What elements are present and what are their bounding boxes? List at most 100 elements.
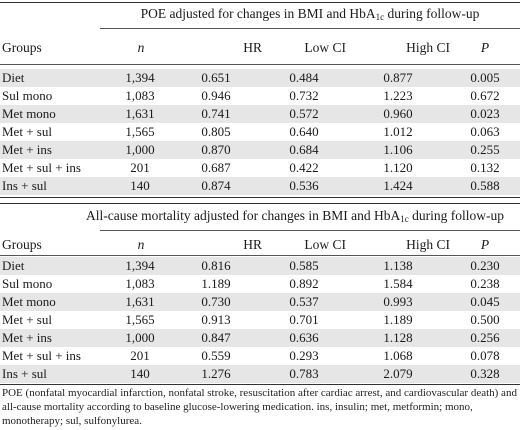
cell-high-ci: 1.068 [383,348,413,363]
cell-high-ci: 1.012 [383,124,413,139]
cell-groups: Sul mono [2,276,53,291]
cell-p: 0.500 [470,312,500,327]
section-1-header-low-ci: Low CI [304,40,346,55]
cell-hr: 0.730 [170,293,262,311]
cell-hr: 0.559 [201,348,231,363]
table-row: Met + ins 1,000 0.870 0.684 1.106 0.255 [0,141,520,159]
cell-n: 1,000 [110,329,170,347]
table-row: Diet 1,394 0.651 0.484 0.877 0.005 [0,69,520,87]
section-2-header-groups: Groups [2,237,42,252]
cell-hr: 0.870 [170,141,262,159]
cell-high-ci: 1.584 [383,276,413,291]
section-2-caption: All-cause mortality adjusted for changes… [86,208,504,224]
cell-groups: Met mono [0,293,110,311]
cell-low-ci: 0.293 [289,348,319,363]
table-row: Met + sul 1,565 0.913 0.701 1.189 0.500 [0,311,520,329]
cell-n: 1,083 [125,88,155,103]
cell-hr: 1.276 [170,365,262,383]
cell-n: 1,000 [110,141,170,159]
cell-hr: 0.847 [170,329,262,347]
section-1-header-p: P [480,40,490,55]
table-row: Diet 1,394 0.816 0.585 1.138 0.230 [0,257,520,275]
cell-p: 0.045 [450,293,520,311]
cell-p: 0.230 [450,257,520,275]
cell-hr: 1.189 [201,276,231,291]
table-footnote: POE (nonfatal myocardial infarction, non… [2,387,517,427]
cell-p: 0.588 [450,177,520,195]
cell-high-ci: 1.189 [383,312,413,327]
cell-hr: 0.805 [201,124,231,139]
cell-low-ci: 0.422 [289,160,319,175]
cell-high-ci: 1.424 [346,177,450,195]
cell-n: 140 [110,365,170,383]
cell-low-ci: 0.684 [262,141,346,159]
cell-hr: 0.741 [170,105,262,123]
section-1-header-rule [0,64,520,65]
table-row: Ins + sul 140 1.276 0.783 2.079 0.328 [0,365,520,383]
section-2-header-high-ci: High CI [406,237,450,252]
section-1-table: Diet 1,394 0.651 0.484 0.877 0.005 Sul mono 1,0… [0,69,520,195]
section-1-header-groups: Groups [2,40,42,55]
cell-high-ci: 1.138 [346,257,450,275]
section-2-table: Diet 1,394 0.816 0.585 1.138 0.230 Sul mono 1,0… [0,257,520,383]
section-1-header-high-ci: High CI [406,40,450,55]
cell-p: 0.078 [470,348,500,363]
cell-hr: 0.946 [201,88,231,103]
cell-groups: Diet [0,69,110,87]
cell-high-ci: 1.106 [346,141,450,159]
cell-low-ci: 0.572 [262,105,346,123]
cell-hr: 0.687 [201,160,231,175]
table-row: Sul mono 1,083 0.946 0.732 1.223 0.672 [0,87,520,105]
cell-p: 0.238 [470,276,500,291]
cell-high-ci: 0.993 [346,293,450,311]
table-row: Met + ins 1,000 0.847 0.636 1.128 0.256 [0,329,520,347]
cell-n: 140 [110,177,170,195]
cell-p: 0.132 [470,160,500,175]
cell-groups: Met + ins [0,141,110,159]
cell-p: 0.005 [450,69,520,87]
table-row: Met mono 1,631 0.730 0.537 0.993 0.045 [0,293,520,311]
section-1-caption: POE adjusted for changes in BMI and HbA1… [140,6,480,22]
top-rule [0,2,520,3]
section-2-top-rule [0,203,520,204]
cell-p: 0.023 [450,105,520,123]
cell-n: 1,631 [110,105,170,123]
section-1-bottom-rule [0,197,520,198]
cell-groups: Met + sul + ins [2,160,81,175]
cell-groups: Ins + sul [0,365,110,383]
table-row: Met + sul 1,565 0.805 0.640 1.012 0.063 [0,123,520,141]
section-2-header-hr: HR [243,237,262,252]
section-2-bottom-rule [0,384,520,385]
cell-high-ci: 0.877 [346,69,450,87]
cell-low-ci: 0.783 [262,365,346,383]
section-1-header-hr: HR [243,40,262,55]
section-2-header-rule [0,255,520,256]
cell-groups: Sul mono [2,88,53,103]
cell-low-ci: 0.640 [289,124,319,139]
cell-n: 1,565 [125,124,155,139]
section-2-caption-rule [100,230,520,231]
cell-low-ci: 0.484 [262,69,346,87]
table-row: Met + sul + ins 201 0.559 0.293 1.068 0.078 [0,347,520,365]
cell-low-ci: 0.585 [262,257,346,275]
cell-n: 201 [130,160,150,175]
cell-n: 1,631 [110,293,170,311]
section-2-header-n: n [137,237,145,252]
table-row: Sul mono 1,083 1.189 0.892 1.584 0.238 [0,275,520,293]
cell-high-ci: 1.120 [383,160,413,175]
cell-p: 0.063 [470,124,500,139]
section-2-header-p: P [480,237,490,252]
cell-n: 1,394 [110,69,170,87]
cell-groups: Diet [0,257,110,275]
cell-groups: Met mono [0,105,110,123]
cell-low-ci: 0.536 [262,177,346,195]
cell-p: 0.255 [450,141,520,159]
section-1-header-n: n [137,40,145,55]
cell-high-ci: 2.079 [346,365,450,383]
cell-hr: 0.913 [201,312,231,327]
cell-p: 0.672 [470,88,500,103]
cell-groups: Met + sul [2,124,52,139]
section-1-caption-rule [100,28,520,29]
cell-n: 1,394 [110,257,170,275]
